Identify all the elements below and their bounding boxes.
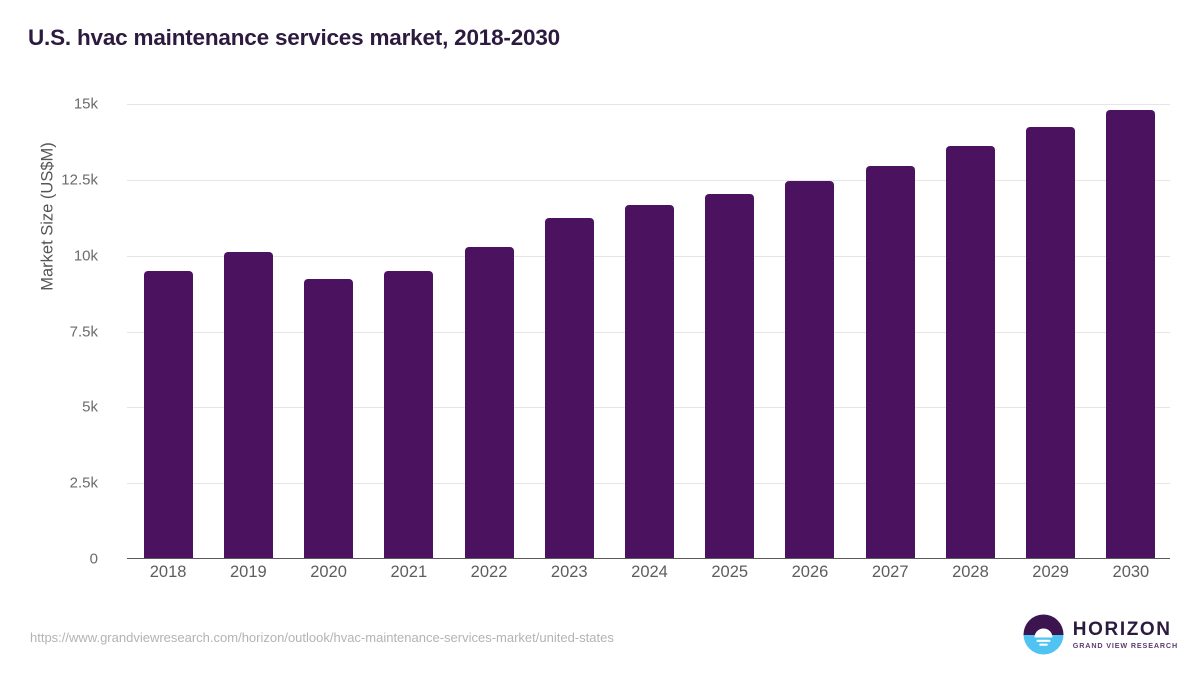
bar-group-2030[interactable] — [1106, 104, 1156, 559]
y-tick-5k: 5k — [82, 398, 98, 416]
bar-2025[interactable] — [705, 194, 755, 559]
bar-2029[interactable] — [1026, 127, 1076, 559]
bar-group-2028[interactable] — [945, 104, 995, 559]
bar-2026[interactable] — [785, 181, 835, 559]
horizon-logo-icon — [1023, 614, 1064, 655]
y-tick-0: 0 — [89, 550, 98, 568]
bar-2028[interactable] — [945, 145, 995, 559]
x-tick-2029: 2029 — [1032, 563, 1069, 581]
x-tick-2025: 2025 — [711, 563, 749, 581]
horizon-logo-text: HORIZON GRAND VIEW RESEARCH — [1073, 620, 1178, 649]
bar-2018[interactable] — [143, 271, 193, 559]
x-tick-2030: 2030 — [1112, 563, 1150, 581]
bar-group-2029[interactable] — [1026, 104, 1076, 559]
x-tick-2021: 2021 — [390, 563, 428, 581]
x-tick-2028: 2028 — [952, 563, 989, 581]
x-tick-2019: 2019 — [229, 563, 267, 581]
x-tick-2023: 2023 — [550, 563, 588, 581]
bar-2021[interactable] — [384, 271, 434, 559]
x-tick-2020: 2020 — [310, 563, 347, 581]
bar-2019[interactable] — [223, 252, 273, 559]
bar-group-2022[interactable] — [464, 104, 514, 559]
bar-group-2025[interactable] — [705, 104, 755, 559]
y-axis-title: Market Size (US$M) — [38, 142, 57, 291]
bar-group-2027[interactable] — [865, 104, 915, 559]
bar-group-2024[interactable] — [625, 104, 674, 559]
x-axis-line — [127, 557, 1170, 559]
source-url[interactable]: https://www.grandviewresearch.com/horizo… — [30, 630, 614, 645]
bar-group-2018[interactable] — [143, 104, 193, 559]
logo-wordmark: HORIZON — [1072, 618, 1172, 640]
bar-2020[interactable] — [304, 279, 354, 559]
plot-area — [127, 104, 1170, 559]
bar-2023[interactable] — [544, 217, 594, 559]
bar-group-2026[interactable] — [785, 104, 835, 559]
y-tick-10k: 10k — [73, 247, 98, 265]
x-tick-2026: 2026 — [791, 563, 829, 581]
gridline-12_5k — [127, 179, 1170, 181]
bar-series — [127, 104, 1170, 559]
gridline-15k — [127, 104, 1170, 105]
bar-group-2020[interactable] — [304, 104, 354, 559]
page-title: U.S. hvac maintenance services market, 2… — [28, 25, 560, 50]
x-tick-2018: 2018 — [149, 563, 187, 581]
bar-group-2021[interactable] — [384, 104, 434, 559]
bar-2022[interactable] — [464, 246, 514, 559]
bar-group-2023[interactable] — [544, 104, 594, 559]
y-axis-ticks: 15k 12.5k 10k 7.5k 5k 2.5k 0 — [0, 96, 110, 568]
horizon-logo[interactable]: HORIZON GRAND VIEW RESEARCH — [1023, 614, 1178, 655]
bar-2027[interactable] — [865, 166, 915, 559]
x-tick-2022: 2022 — [470, 563, 508, 581]
bar-2024[interactable] — [625, 204, 674, 559]
y-tick-7_5k: 7.5k — [69, 323, 98, 340]
x-tick-2024: 2024 — [631, 563, 668, 581]
y-tick-2_5k: 2.5k — [69, 474, 98, 492]
x-tick-2027: 2027 — [871, 563, 909, 581]
logo-tagline: GRAND VIEW RESEARCH — [1072, 640, 1178, 650]
bar-2030[interactable] — [1106, 110, 1156, 559]
bar-group-2019[interactable] — [223, 104, 273, 559]
y-tick-12_5k: 12.5k — [61, 171, 98, 189]
x-axis-ticks: 2018 2019 2020 2021 2022 2023 2024 2025 2026 2027… — [127, 563, 1170, 593]
y-tick-15k: 15k — [73, 95, 98, 113]
